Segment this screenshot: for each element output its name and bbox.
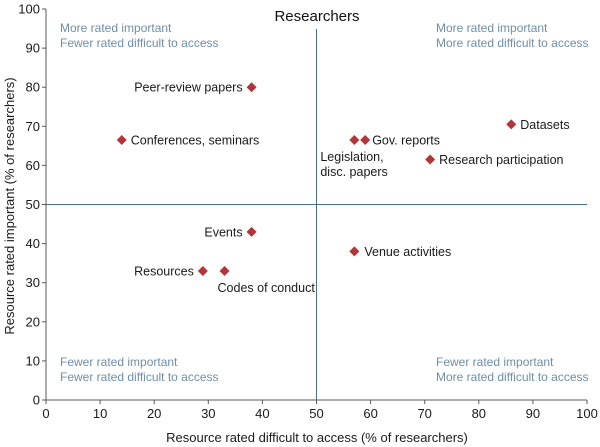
- x-tick-label: 70: [417, 406, 431, 421]
- quadrant-label-bottom-left: Fewer rated important Fewer rated difficu…: [60, 355, 219, 384]
- y-tick-label: 30: [26, 275, 40, 290]
- quadrant-label-bottom-right: Fewer rated important More rated difficul…: [436, 355, 589, 384]
- data-point-label: Legislation, disc. papers: [320, 150, 387, 179]
- quadrant-label-top-left: More rated important Fewer rated difficul…: [60, 21, 219, 50]
- x-tick-label: 50: [309, 406, 323, 421]
- y-tick-label: 50: [26, 197, 40, 212]
- data-point: [116, 134, 127, 145]
- x-tick-label: 20: [147, 406, 161, 421]
- data-point: [425, 154, 436, 165]
- x-tick-label: 10: [93, 406, 107, 421]
- data-point: [246, 226, 257, 237]
- x-axis-title: Resource rated difficult to access (% of…: [166, 430, 468, 445]
- y-tick-label: 20: [26, 314, 40, 329]
- chart-title: Researchers: [274, 8, 359, 25]
- x-tick-label: 0: [42, 406, 49, 421]
- data-point-label: Gov. reports: [372, 133, 440, 147]
- y-tick-label: 90: [26, 41, 40, 56]
- x-tick-label: 80: [472, 406, 486, 421]
- data-point-label: Resources: [134, 264, 194, 278]
- data-point-label: Peer-review papers: [134, 81, 242, 95]
- x-tick-label: 100: [576, 406, 598, 421]
- data-point-label: Venue activities: [364, 245, 451, 259]
- data-point: [219, 265, 230, 276]
- quadrant-label-top-right: More rated important More rated difficult…: [436, 21, 589, 50]
- y-tick-label: 60: [26, 158, 40, 173]
- x-tick-label: 30: [201, 406, 215, 421]
- data-point-label: Datasets: [520, 118, 569, 132]
- data-point: [246, 82, 257, 93]
- data-point: [197, 265, 208, 276]
- data-point: [349, 246, 360, 257]
- y-axis-title: Resource rated important (% of researche…: [2, 77, 17, 334]
- data-point-label: Conferences, seminars: [131, 133, 260, 147]
- x-tick-label: 40: [255, 406, 269, 421]
- data-point-label: Events: [204, 225, 242, 239]
- y-tick-label: 80: [26, 80, 40, 95]
- y-tick-label: 100: [18, 2, 40, 17]
- y-tick-label: 40: [26, 236, 40, 251]
- data-point-label: Codes of conduct: [218, 281, 316, 295]
- data-point-label: Research participation: [439, 153, 563, 167]
- x-tick-label: 60: [363, 406, 377, 421]
- data-point: [349, 134, 360, 145]
- x-tick-label: 90: [526, 406, 540, 421]
- data-point: [506, 119, 517, 130]
- y-tick-label: 0: [33, 393, 40, 408]
- data-point: [360, 134, 371, 145]
- y-tick-label: 70: [26, 119, 40, 134]
- y-tick-label: 10: [26, 353, 40, 368]
